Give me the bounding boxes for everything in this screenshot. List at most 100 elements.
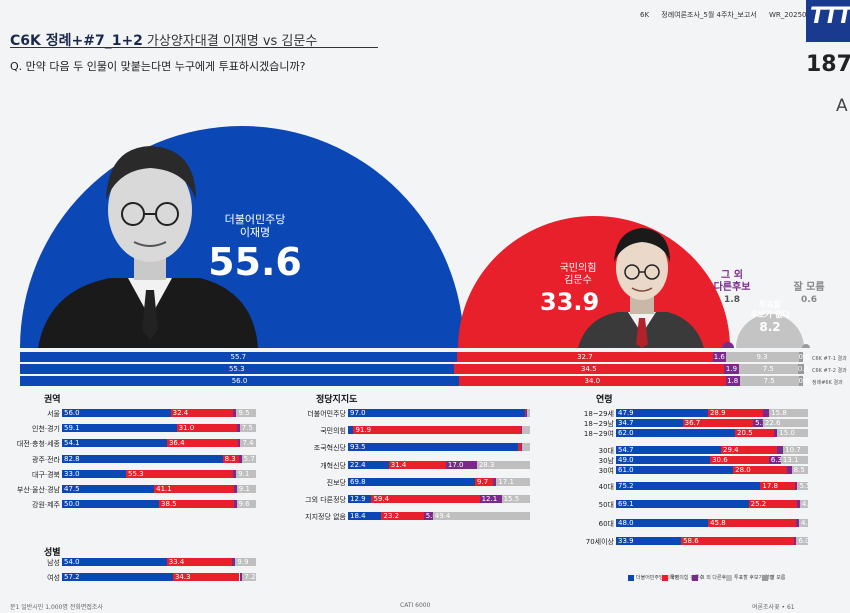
age-segment-rest: 10.7 (783, 445, 808, 454)
comparison-row: 56.0 34.0 1.8 7.5 0.6 (20, 376, 810, 386)
dk-label-text: 잘 모름 (793, 282, 825, 293)
region-row-bar: 54.1 36.4 7.4 (62, 439, 256, 448)
party-row-label: 국민의힘 (320, 427, 346, 436)
lee-party: 더불어민주당 (224, 213, 286, 226)
legend-item: 더불어민주당 이재명 (628, 574, 679, 581)
footer-right: 여론조사꽃 • 61 (752, 604, 795, 611)
footer-left: 문1 일반시민 1,000명 전화면접조사 (10, 604, 103, 611)
kim-portrait (578, 228, 704, 348)
age-segment-lee: 48.0 (616, 518, 709, 527)
undecided-label-2: 후보가 없다 (750, 310, 790, 319)
age-row-bar: 75.217.85.5 (616, 482, 808, 491)
legend-label: 그 외 다른후보 (700, 575, 731, 581)
side-number: 187 (806, 52, 850, 77)
lee-portrait (38, 146, 258, 348)
age-segment-lee: 33.9 (616, 536, 682, 545)
comparison-segment: 34.0 (459, 376, 726, 386)
region-segment-kim: 38.5 (159, 500, 234, 509)
party-segment-other: 17.0 (445, 460, 477, 469)
brand-block: TTT (806, 0, 850, 42)
other-label: 그 외 다른후보 1.8 (700, 270, 764, 306)
age-segment-other (774, 429, 778, 438)
gender-segment-lee: 57.2 (62, 573, 173, 582)
page-title: C6K 정례+#7_1+2 가상양자대결 이재명 vs 김문수 (10, 30, 317, 50)
age-row-label: 18~29세 (583, 410, 614, 418)
age-row-bar: 61.0 28.0 8.5 (616, 466, 808, 474)
comparison-segment: 32.7 (456, 352, 714, 362)
report-header: 6K 정례여론조사_5월 4주차_보고서 WR_202505_ (640, 10, 824, 20)
comparison-segment: 1.6 (713, 352, 726, 362)
legend-label: 잘 모름 (770, 575, 786, 581)
region-row-bar: 82.8 8.3 5.7 (62, 454, 256, 463)
party-segment-rest: 28.3 (476, 460, 530, 469)
legend-label: 더불어민주당 이재명 (636, 575, 679, 581)
region-segment-other (233, 409, 237, 417)
party-segment-other (492, 477, 497, 486)
party-row-bar: 18.423.25.049.4 (348, 512, 530, 521)
other-value: 1.8 (724, 295, 740, 305)
legend-item: 국민의힘 김문수 (662, 574, 704, 581)
gender-segment-other (239, 573, 243, 582)
age-row-label: 30여 (598, 467, 614, 475)
age-segment-rest: 13.1 (780, 455, 808, 464)
legend-item: 잘 모름 (762, 574, 785, 581)
dk-label: 잘 모름 0.6 (782, 282, 836, 306)
region-row-label: 대구·경북 (32, 470, 60, 479)
age-segment-rest: 4.7 (798, 518, 808, 527)
comparison-row: 55.7 32.7 1.6 9.3 0.6 (20, 352, 810, 362)
region-segment-kim: 36.4 (166, 439, 238, 448)
region-segment-kim: 32.4 (170, 409, 234, 417)
age-segment-kim: 28.0 (733, 466, 787, 474)
comparison-segment: 1.8 (725, 376, 740, 386)
region-row-bar: 59.1 31.0 7.5 (62, 424, 256, 433)
legend-item: 그 외 다른후보 (692, 574, 731, 581)
region-segment-kim: 8.3 (222, 454, 239, 463)
lee-value: 55.6 (208, 240, 302, 284)
region-segment-rest: 7.4 (240, 439, 256, 448)
age-title: 연령 (596, 395, 613, 405)
age-segment-kim: 29.4 (721, 445, 778, 454)
comparison-segment: 34.5 (453, 364, 725, 374)
age-segment-other: 6.3 (768, 455, 781, 464)
age-row-label: 18~29남 (583, 420, 614, 429)
region-segment-kim: 55.3 (126, 469, 234, 478)
age-row-bar: 33.9 58.6 6.0 (616, 536, 808, 545)
age-segment-lee: 34.7 (616, 419, 683, 428)
party-segment-lee (348, 426, 354, 435)
party-row-bar: 97.0 (348, 409, 530, 417)
age-row-label: 30대 (598, 446, 614, 455)
comparison-row-tag: C6K #7-1 결과 (812, 356, 847, 362)
legend-label: 투표할 후보가 없다 (734, 575, 774, 581)
party-segment-rest: 17.1 (496, 477, 530, 486)
kim-label: 국민의힘 김문수 (538, 263, 618, 287)
region-row-bar: 56.0 32.4 9.5 (62, 409, 256, 417)
legend-swatch (628, 574, 634, 581)
age-row-bar: 48.045.84.7 (616, 518, 808, 527)
party-segment-kim: 91.9 (353, 426, 521, 435)
region-segment-lee: 50.0 (62, 500, 159, 509)
age-segment-other (796, 518, 799, 527)
legend-item: 투표할 후보가 없다 (726, 574, 774, 581)
region-row-label: 인천·경기 (32, 425, 60, 434)
region-segment-other (237, 439, 241, 448)
age-row-bar: 62.0 20.5 15.0 (616, 429, 808, 438)
region-row-bar: 33.0 55.3 9.1 (62, 469, 256, 478)
comparison-row-tag: C6K #7-2 결과 (812, 368, 847, 374)
party-segment-kim: 31.4 (388, 460, 446, 469)
age-row-label: 70세이상 (585, 537, 614, 546)
title-divider (10, 47, 378, 48)
party-segment-rest (521, 426, 530, 435)
legend-label: 국민의힘 김문수 (670, 575, 704, 581)
gender-segment-rest: 7.2 (242, 573, 256, 582)
legend-swatch (726, 574, 732, 581)
age-row-label: 50대 (598, 501, 614, 510)
age-segment-rest: 15.8 (769, 409, 808, 417)
party-row-label: 조국혁신당 (313, 444, 346, 453)
region-row-label: 광주·전라 (32, 455, 60, 464)
region-segment-lee: 54.1 (62, 439, 167, 448)
party-segment-other: 5.0 (423, 512, 433, 521)
age-segment-other: 5.1 (753, 419, 763, 428)
region-segment-other (233, 469, 237, 478)
age-row-bar: 47.9 28.9 15.8 (616, 409, 808, 417)
comparison-segment: 0.6 (798, 352, 810, 362)
